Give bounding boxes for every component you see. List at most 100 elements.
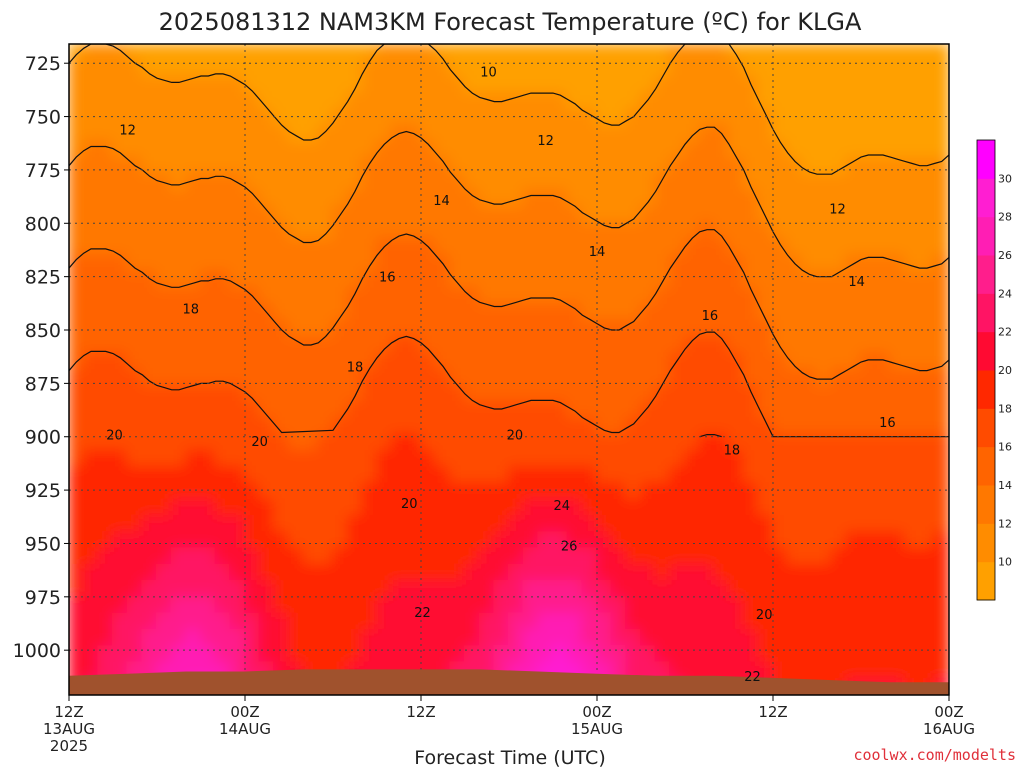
colorbar-swatch xyxy=(977,446,995,486)
contour-label: 16 xyxy=(702,309,719,324)
colorbar-frame xyxy=(976,139,996,601)
colorbar-swatch xyxy=(977,485,995,524)
contour-label-text: 16 xyxy=(379,271,396,286)
contour-label: 16 xyxy=(879,416,896,431)
contour-label-text: 12 xyxy=(829,202,846,217)
contour-label-text: 24 xyxy=(554,499,571,514)
contour-label-text: 22 xyxy=(414,606,431,621)
colorbar-swatch xyxy=(977,293,995,333)
y-tick-label: 775 xyxy=(25,160,61,182)
credit-text: coolwx.com/modelts xyxy=(853,746,1016,764)
colorbar-tick-label: 14 xyxy=(998,479,1012,492)
x-tick-label: 14AUG xyxy=(219,720,271,738)
colorbar-tick-label: 28 xyxy=(998,211,1012,224)
plot-frame xyxy=(68,43,950,696)
x-axis-label: Forecast Time (UTC) xyxy=(414,747,605,768)
x-tick-label: 16AUG xyxy=(923,720,975,738)
contour-label: 16 xyxy=(379,271,396,286)
y-tick-label: 975 xyxy=(25,587,61,609)
x-tick-label: 12Z xyxy=(406,703,435,721)
colorbar-swatch xyxy=(977,216,995,256)
contour-label-text: 14 xyxy=(433,194,450,209)
colorbar-tick-label: 12 xyxy=(998,517,1012,530)
colorbar-tick-label: 18 xyxy=(998,402,1012,415)
contour-label: 14 xyxy=(589,245,606,260)
colorbar-tick-label: 26 xyxy=(998,249,1012,262)
contour-label-text: 20 xyxy=(507,429,524,444)
contour-label-text: 20 xyxy=(756,608,773,623)
contour-label-text: 12 xyxy=(537,134,554,149)
colorbar-tick-label: 20 xyxy=(998,364,1012,377)
colorbar-tick-label: 16 xyxy=(998,441,1012,454)
colorbar-swatch xyxy=(977,408,995,448)
contour-label: 18 xyxy=(724,444,741,459)
contour-label: 20 xyxy=(507,429,524,444)
y-tick-label: 800 xyxy=(25,213,61,235)
x-tick-label: 00Z xyxy=(230,703,259,721)
colorbar-swatch xyxy=(977,523,995,563)
y-tick-label: 750 xyxy=(25,107,61,129)
x-tick-label: 15AUG xyxy=(571,720,623,738)
contour-line xyxy=(69,126,949,278)
contour-label: 14 xyxy=(433,194,450,209)
contour-label: 10 xyxy=(480,66,497,81)
contour-label-text: 14 xyxy=(848,275,865,290)
y-tick-label: 875 xyxy=(25,373,61,395)
colorbar-tick-label: 22 xyxy=(998,326,1012,339)
colorbar-tick-label: 10 xyxy=(998,556,1012,569)
y-tick-label: 825 xyxy=(25,267,61,289)
grid-lines xyxy=(69,44,949,695)
contour-label: 18 xyxy=(347,360,364,375)
x-tick-label: 12Z xyxy=(758,703,787,721)
contour-label-text: 10 xyxy=(480,66,497,81)
y-tick-label: 925 xyxy=(25,480,61,502)
contour-labels: 10 12 12 12 14 14 14 18 16 16 18 18 16 20 20 20 20 24 26 22… xyxy=(106,66,895,685)
colorbar-swatch xyxy=(977,331,995,371)
contour-label-text: 20 xyxy=(251,435,268,450)
contour-label-text: 16 xyxy=(702,309,719,324)
contour-label-text: 18 xyxy=(724,444,741,459)
colorbar-swatch xyxy=(977,561,995,601)
contour-label: 14 xyxy=(848,275,865,290)
contour-line xyxy=(69,229,949,380)
x-tick-label: 2025 xyxy=(50,737,88,755)
y-tick-label: 850 xyxy=(25,320,61,342)
contour-label: 18 xyxy=(182,303,199,318)
contour-label: 20 xyxy=(756,608,773,623)
contour-label: 26 xyxy=(561,540,578,555)
x-tick-label: 12Z xyxy=(54,703,83,721)
contour-label-text: 20 xyxy=(106,429,123,444)
contour-label-text: 16 xyxy=(879,416,896,431)
colorbar-swatch xyxy=(977,370,995,409)
contour-label: 20 xyxy=(251,435,268,450)
ground-terrain xyxy=(69,669,949,695)
colorbar-tick-label: 30 xyxy=(998,172,1012,185)
colorbar-swatch xyxy=(977,178,995,218)
contour-label: 20 xyxy=(401,497,418,512)
y-tick-label: 950 xyxy=(25,533,61,555)
contour-label: 12 xyxy=(119,123,136,138)
contour-label-text: 14 xyxy=(589,245,606,260)
contour-label: 12 xyxy=(537,134,554,149)
colorbar: 10 12 14 16 18 20 22 24 26 28 30 xyxy=(976,139,1012,601)
x-tick-label: 00Z xyxy=(582,703,611,721)
contour-line xyxy=(699,434,722,438)
contour-label: 22 xyxy=(414,606,431,621)
contour-label-text: 18 xyxy=(182,303,199,318)
y-axis: 725 750 775 800 825 850 875 900 925 950 975 1000 xyxy=(13,53,69,662)
x-tick-label: 13AUG xyxy=(43,720,95,738)
contour-label-text: 22 xyxy=(744,670,761,685)
contour-label: 12 xyxy=(829,202,846,217)
colorbar-swatch xyxy=(977,255,995,294)
contour-label: 22 xyxy=(744,670,761,685)
contour-label-text: 18 xyxy=(347,360,364,375)
y-tick-label: 1000 xyxy=(13,640,61,662)
y-tick-label: 725 xyxy=(25,53,61,75)
contour-line xyxy=(69,44,949,175)
plot-area xyxy=(69,44,949,695)
contour-label: 24 xyxy=(554,499,571,514)
contour-label-text: 20 xyxy=(401,497,418,512)
colorbar-tick-label: 24 xyxy=(998,287,1012,300)
